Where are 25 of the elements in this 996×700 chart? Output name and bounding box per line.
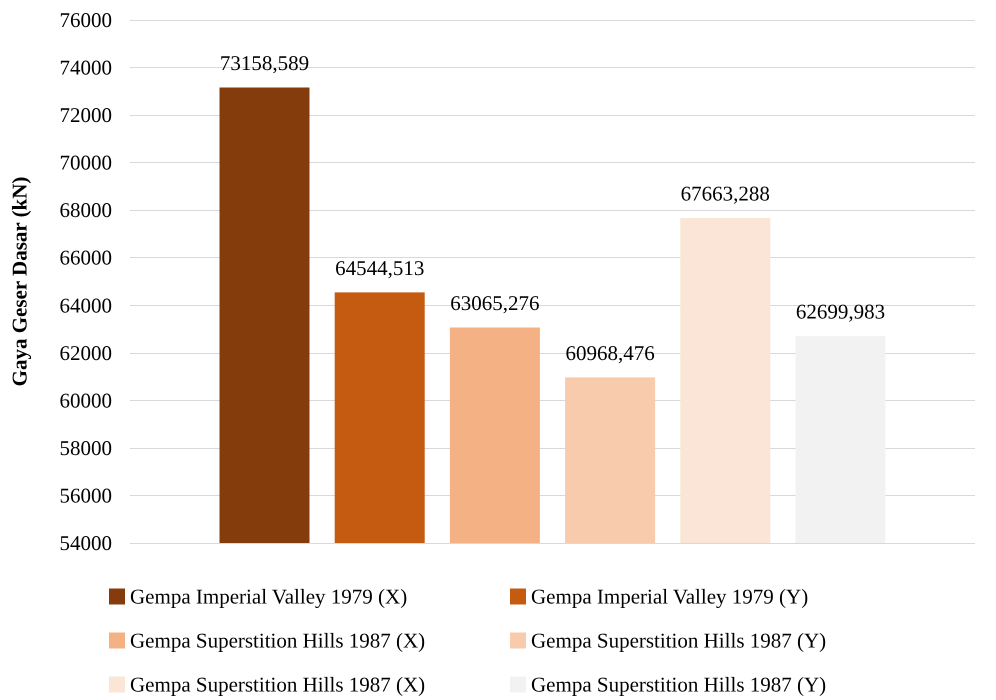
y-tick-label: 54000 xyxy=(60,531,112,555)
y-tick-label: 58000 xyxy=(60,436,112,460)
legend-label: Gempa Superstition Hills 1987 (X) xyxy=(130,672,426,696)
legend-label: Gempa Superstition Hills 1987 (X) xyxy=(130,628,426,652)
y-tick-label: 60000 xyxy=(60,388,112,412)
legend-label: Gempa Superstition Hills 1987 (Y) xyxy=(531,672,826,696)
data-label: 73158,589 xyxy=(220,51,310,76)
legend-label: Gempa Imperial Valley 1979 (X) xyxy=(130,584,408,608)
y-tick-label: 56000 xyxy=(60,483,112,508)
data-label: 63065,276 xyxy=(450,290,540,315)
y-tick-label: 72000 xyxy=(60,103,112,128)
y-tick-label: 70000 xyxy=(60,150,112,175)
y-tick-label: 74000 xyxy=(60,56,112,80)
data-label: 67663,288 xyxy=(680,182,770,206)
data-label: 62699,983 xyxy=(796,300,886,324)
y-tick-label: 76000 xyxy=(60,8,112,32)
data-label: 60968,476 xyxy=(565,340,655,365)
data-label: 64544,513 xyxy=(335,256,424,280)
y-tick-label: 62000 xyxy=(60,340,112,365)
y-tick-label: 64000 xyxy=(60,293,112,318)
y-tick-label: 68000 xyxy=(60,198,112,222)
y-tick-label: 66000 xyxy=(60,246,112,270)
y-axis-title: Gaya Geser Dasar (kN) xyxy=(8,176,32,386)
legend-label: Gempa Superstition Hills 1987 (Y) xyxy=(531,628,826,652)
legend-label: Gempa Imperial Valley 1979 (Y) xyxy=(531,584,808,608)
